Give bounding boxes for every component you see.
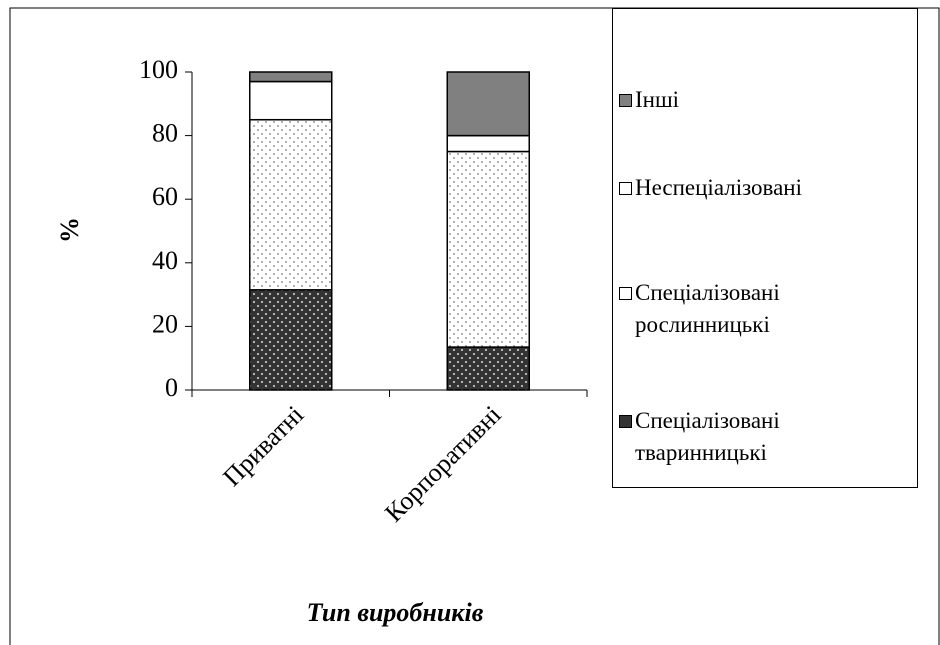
legend-swatch	[619, 415, 632, 428]
y-tick-label: 20	[152, 309, 178, 338]
bar-segment	[446, 150, 530, 348]
y-tick-label: 40	[152, 246, 178, 275]
legend-label: Інші	[635, 87, 680, 112]
legend-item: Спеціалізовані тваринницькі	[619, 405, 895, 469]
bar-segment	[249, 71, 333, 83]
legend-label: Неспеціалізовані	[635, 175, 803, 200]
y-tick-label: 0	[165, 373, 178, 402]
y-tick-label: 80	[152, 119, 178, 148]
y-axis-title: %	[55, 217, 84, 243]
bar-segment	[446, 346, 530, 391]
y-tick-label: 100	[139, 55, 178, 84]
bar-segment	[249, 80, 333, 121]
legend-swatch	[619, 94, 632, 107]
legend-label: Спеціалізовані тваринницькі	[635, 408, 780, 465]
legend-swatch	[619, 287, 632, 300]
x-tick-label: Корпоративні	[379, 400, 507, 528]
bar-segment	[249, 118, 333, 291]
bar-segment	[249, 289, 333, 391]
legend: Інші Неспеціалізовані Спеціалізовані росли…	[612, 8, 918, 488]
legend-item: Неспеціалізовані	[619, 172, 895, 204]
legend-label: Спеціалізовані рослинницькі	[635, 280, 780, 337]
bar-segment	[446, 71, 530, 137]
legend-item: Інші	[619, 84, 895, 116]
frame	[9, 7, 940, 645]
legend-item: Спеціалізовані рослинницькі	[619, 277, 895, 341]
x-axis-title: Тип виробників	[307, 598, 484, 627]
x-tick-label: Приватні	[217, 400, 309, 492]
bar-segment	[446, 134, 530, 153]
legend-swatch	[619, 182, 632, 195]
y-tick-label: 60	[152, 182, 178, 211]
